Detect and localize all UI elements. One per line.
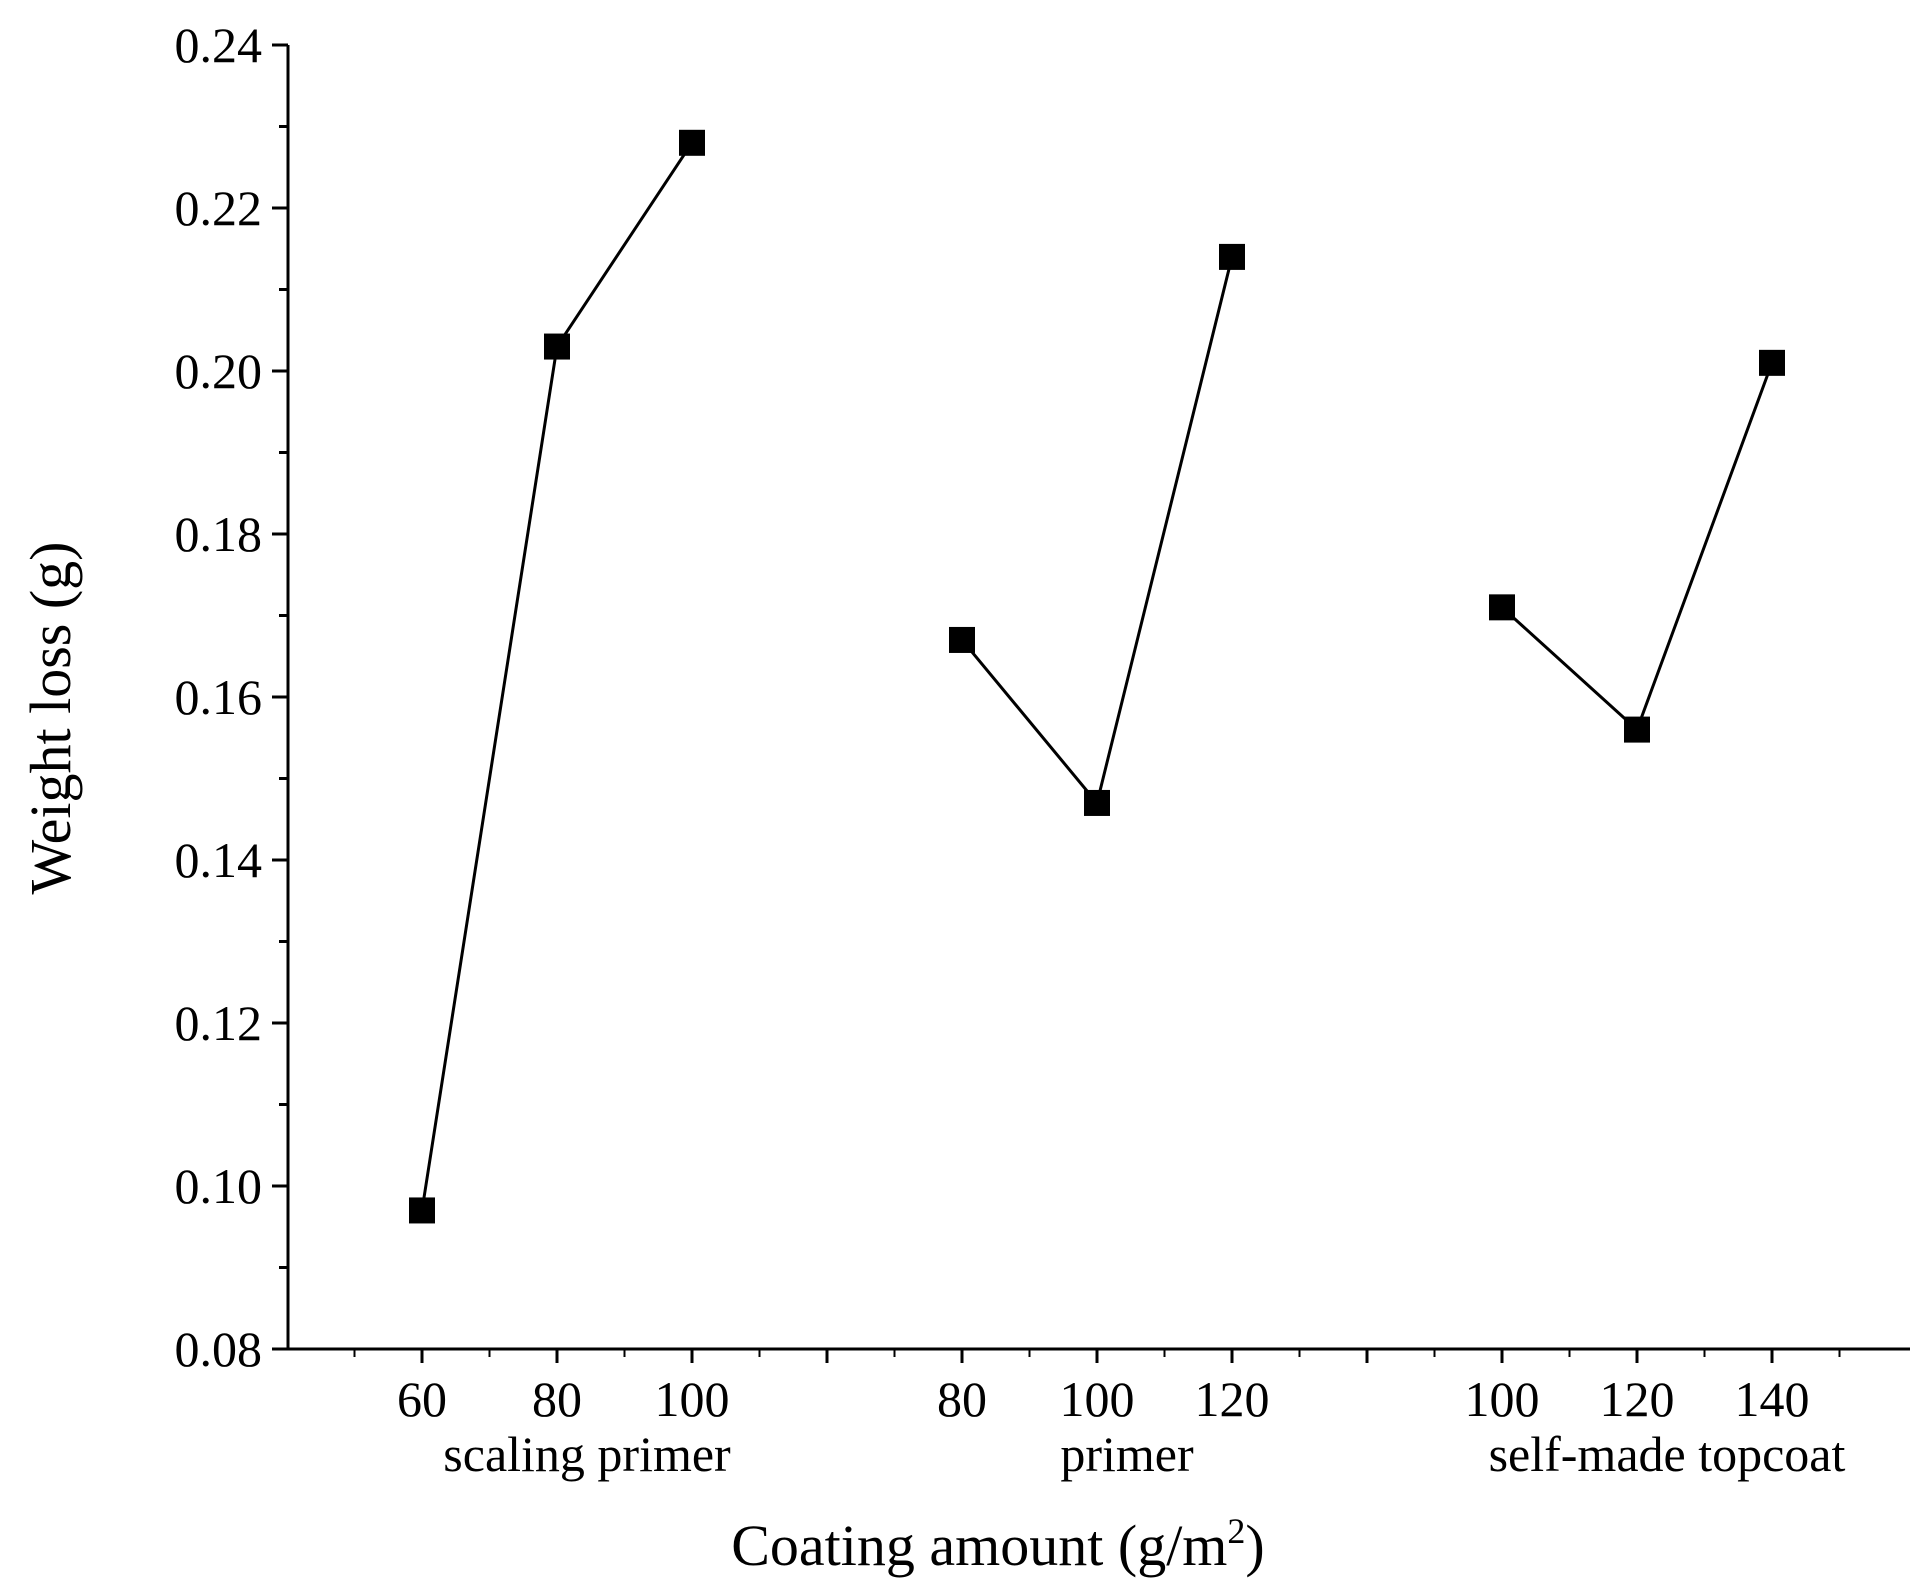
group-label: primer (1060, 1426, 1194, 1482)
y-tick-label: 0.12 (175, 995, 263, 1051)
y-tick-label: 0.22 (175, 180, 263, 236)
x-tick-label: 80 (532, 1371, 582, 1427)
series-line-self-made-topcoat (1500, 362, 1774, 733)
series-markers (409, 129, 1785, 1224)
y-tick-label: 0.24 (175, 17, 263, 73)
x-axis-title-close: ) (1245, 1513, 1264, 1578)
x-tick-label: 100 (1060, 1371, 1135, 1427)
y-tick-label: 0.14 (175, 832, 263, 888)
data-point-marker (1084, 789, 1110, 816)
x-tick-label: 60 (397, 1371, 447, 1427)
x-tick-label: 120 (1195, 1371, 1270, 1427)
x-axis-title-main: Coating amount (g/m (731, 1513, 1227, 1578)
group-label: self-made topcoat (1489, 1426, 1846, 1482)
series-line-scaling-primer (420, 141, 694, 1211)
data-point-marker (949, 626, 975, 653)
x-axis-title: Coating amount (g/m2) (731, 1511, 1265, 1578)
x-tick-label: 120 (1600, 1371, 1675, 1427)
data-point-marker (1489, 594, 1515, 621)
data-point-marker (1219, 243, 1245, 270)
series-lines (420, 141, 1774, 1211)
y-tick-label: 0.16 (175, 669, 263, 725)
x-axis-title-superscript: 2 (1227, 1511, 1245, 1551)
data-point-marker (1624, 716, 1650, 743)
series-line-primer (960, 256, 1234, 807)
labels: scaling primer primer self-made topcoat (443, 1426, 1845, 1482)
x-tick-label: 100 (1465, 1371, 1540, 1427)
data-point-marker (679, 129, 705, 156)
y-tick-label: 0.20 (175, 343, 263, 399)
axes (286, 45, 1910, 1351)
x-tick-label: 140 (1735, 1371, 1810, 1427)
x-axis-ticks: 60 80 100 80 100 120 100 120 140 (353, 1349, 1841, 1427)
data-point-marker (544, 333, 570, 360)
y-axis-ticks: 0.08 0.10 0.12 0.14 0.16 0.18 0.20 0.22 0.24 (175, 17, 288, 1377)
x-tick-label: 100 (655, 1371, 730, 1427)
data-point-marker (1759, 349, 1785, 376)
y-tick-label: 0.18 (175, 506, 263, 562)
data-point-marker (409, 1197, 435, 1224)
y-axis-title: Weight loss (g) (18, 542, 83, 895)
y-tick-label: 0.08 (175, 1321, 263, 1377)
y-tick-label: 0.10 (175, 1158, 263, 1214)
group-label: scaling primer (443, 1426, 731, 1482)
x-tick-label: 80 (937, 1371, 987, 1427)
